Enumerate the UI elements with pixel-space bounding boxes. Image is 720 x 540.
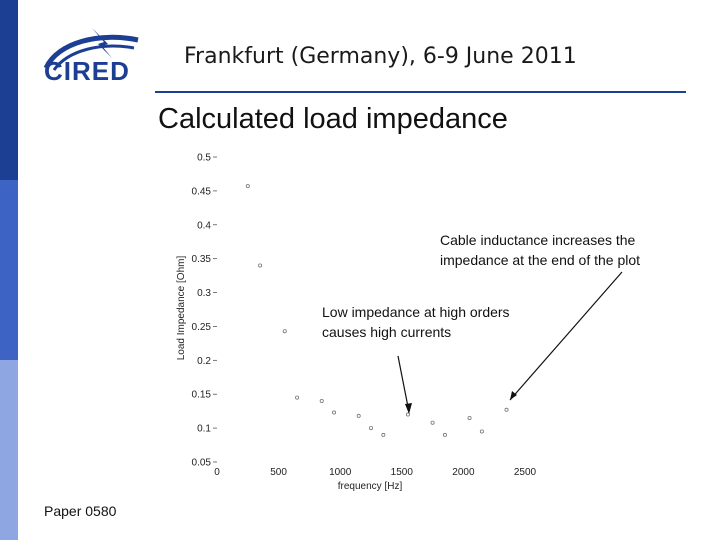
- annotation-arrow-low-head: [405, 403, 412, 414]
- x-tick-label: 1000: [329, 467, 352, 478]
- data-point: [282, 329, 287, 334]
- x-tick-label: 1500: [391, 467, 414, 478]
- data-point: [245, 184, 250, 189]
- y-tick-label: 0.15: [192, 390, 212, 401]
- x-tick-label: 500: [270, 467, 287, 478]
- y-tick-label: 0.35: [192, 254, 212, 265]
- y-tick-label: 0.05: [192, 458, 212, 469]
- data-point: [295, 395, 300, 400]
- data-point: [442, 432, 447, 437]
- data-point: [319, 398, 324, 403]
- data-point: [258, 263, 263, 268]
- annotation-arrow-cable: [509, 271, 623, 401]
- y-tick-label: 0.2: [197, 356, 211, 367]
- paper-number: Paper 0580: [44, 503, 117, 519]
- slide-title: Calculated load impedance: [158, 103, 508, 135]
- y-tick-label: 0.25: [192, 322, 212, 333]
- data-point: [368, 426, 373, 431]
- data-point: [356, 413, 361, 418]
- accent-band-middle: [0, 180, 18, 360]
- x-tick-label: 2500: [514, 467, 537, 478]
- annotation-arrow-low: [397, 355, 410, 413]
- annotation-arrow-cable-head: [510, 391, 517, 400]
- y-tick-label: 0.45: [192, 186, 212, 197]
- y-tick-label: 0.1: [197, 424, 211, 435]
- conference-title: Frankfurt (Germany), 6-9 June 2011: [184, 44, 577, 69]
- data-point: [381, 432, 386, 437]
- accent-band-top: [0, 0, 18, 180]
- data-point: [504, 407, 509, 412]
- y-tick-label: 0.5: [197, 153, 211, 164]
- y-tick-label: 0.3: [197, 288, 211, 299]
- x-axis-label: frequency [Hz]: [338, 481, 403, 492]
- data-point: [430, 420, 435, 425]
- y-tick-label: 0.4: [197, 220, 211, 231]
- data-point: [467, 415, 472, 420]
- accent-band-bottom: [0, 360, 18, 540]
- data-point: [405, 412, 410, 417]
- x-tick-label: 0: [214, 467, 220, 478]
- data-point: [332, 410, 337, 415]
- logo-text: CIRED: [44, 56, 130, 86]
- header-divider: [155, 91, 686, 93]
- cired-logo-icon: [43, 28, 139, 71]
- y-axis-label: Load Impedance [Ohm]: [176, 256, 187, 361]
- data-point: [479, 429, 484, 434]
- annotation-low-impedance: Low impedance at high orders causes high…: [322, 304, 510, 340]
- annotation-cable-inductance: Cable inductance increases the impedance…: [440, 232, 641, 268]
- x-tick-label: 2000: [452, 467, 475, 478]
